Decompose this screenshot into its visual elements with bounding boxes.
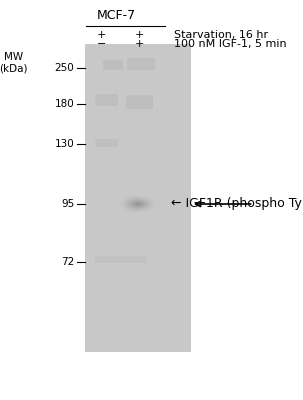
Bar	[127, 58, 155, 70]
Bar	[126, 95, 153, 109]
Text: +: +	[135, 39, 144, 49]
Bar	[85, 44, 191, 352]
Text: −: −	[97, 39, 106, 49]
Text: Starvation, 16 hr: Starvation, 16 hr	[174, 30, 268, 40]
Text: MCF-7: MCF-7	[97, 9, 136, 22]
Ellipse shape	[131, 201, 145, 207]
Ellipse shape	[127, 198, 149, 210]
Text: +: +	[135, 30, 144, 40]
Text: 250: 250	[55, 63, 74, 73]
Bar	[103, 60, 123, 70]
Text: 130: 130	[55, 139, 74, 149]
Bar	[95, 94, 118, 106]
Text: ← IGF1R (phospho Tyr980): ← IGF1R (phospho Tyr980)	[171, 198, 303, 210]
Ellipse shape	[136, 203, 140, 205]
Text: MW
(kDa): MW (kDa)	[0, 52, 28, 74]
Ellipse shape	[133, 202, 142, 206]
Ellipse shape	[124, 197, 152, 211]
Text: 180: 180	[55, 99, 74, 109]
Bar	[95, 256, 147, 263]
Text: 95: 95	[61, 199, 74, 209]
Text: +: +	[97, 30, 106, 40]
Text: 72: 72	[61, 257, 74, 267]
Text: 100 nM IGF-1, 5 min: 100 nM IGF-1, 5 min	[174, 39, 287, 49]
Bar	[95, 139, 118, 147]
Ellipse shape	[129, 200, 147, 208]
